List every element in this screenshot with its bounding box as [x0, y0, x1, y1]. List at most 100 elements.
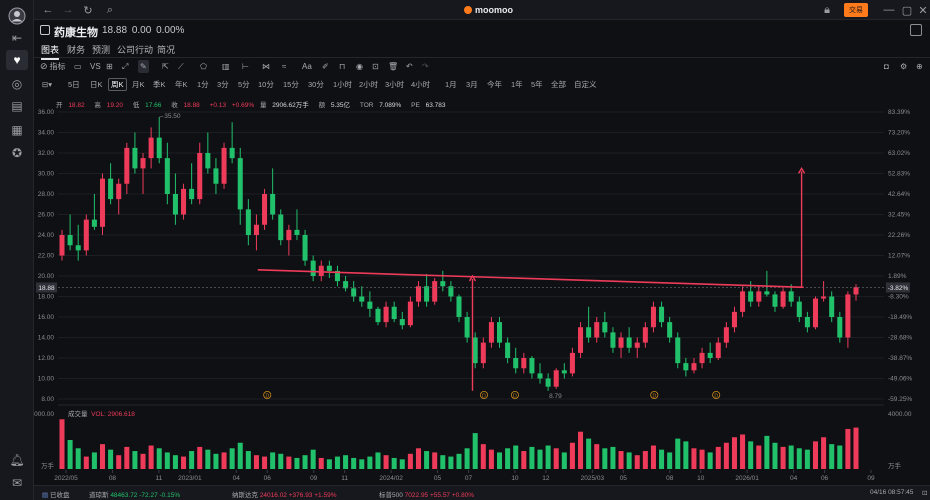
search-icon[interactable]: ⌕: [106, 3, 114, 16]
volume-bar: [253, 455, 259, 469]
wave-tool-icon[interactable]: ≈: [282, 62, 287, 71]
period-ytd[interactable]: 今年: [487, 80, 502, 89]
index-nasdaq[interactable]: 纳斯达克 24016.02 +376.93 +1.59%: [232, 492, 337, 499]
period-monthly[interactable]: 月K: [132, 80, 145, 89]
stock-change: 0.00: [131, 25, 152, 36]
period-quarterly[interactable]: 季K: [153, 80, 166, 89]
x-tick-label: 2026/01: [735, 475, 759, 482]
period-yearly[interactable]: 年K: [175, 80, 188, 89]
tab-profile[interactable]: 简况: [157, 45, 176, 55]
back-arrow-icon[interactable]: ←: [42, 4, 54, 16]
volume-bar: [310, 449, 316, 469]
notification-bell-icon[interactable]: 🔔︎: [9, 453, 25, 467]
measure-tool-icon[interactable]: ⊢: [242, 62, 249, 71]
period-2h[interactable]: 2小时: [359, 80, 379, 89]
shape-tool-icon[interactable]: ⬠: [200, 62, 207, 71]
period-10min[interactable]: 10分: [258, 80, 274, 89]
period-5min[interactable]: 5分: [238, 80, 250, 89]
maximize-icon[interactable]: ▢: [901, 4, 913, 17]
tab-chart[interactable]: 图表: [41, 45, 60, 60]
candlestick-chart[interactable]: 35.50 8.79 D D D D D 36.00 83.39% 34.00 73.20% 32.…: [34, 93, 930, 485]
watchlist-heart-icon[interactable]: ♥: [6, 50, 28, 70]
period-30min[interactable]: 30分: [308, 80, 324, 89]
tab-corporate-actions[interactable]: 公司行动: [117, 45, 154, 55]
candle-body: [521, 358, 527, 369]
collapse-sidebar-icon[interactable]: ⇤: [11, 31, 23, 45]
candle-body: [221, 147, 227, 184]
tab-forecast[interactable]: 预测: [92, 45, 111, 55]
redo-icon[interactable]: ↷: [422, 62, 429, 71]
text-tool-icon[interactable]: Aa: [302, 62, 312, 71]
period-15min[interactable]: 15分: [283, 80, 299, 89]
trendline-tool-icon[interactable]: ⟋: [178, 61, 184, 71]
x-tick-label: 04: [790, 475, 798, 482]
fib-tool-icon[interactable]: ▥: [222, 62, 230, 71]
delete-drawing-icon[interactable]: 🗑︎: [388, 62, 399, 71]
minimize-icon[interactable]: —: [883, 4, 895, 16]
more-icon[interactable]: ⊕: [916, 62, 923, 71]
period-all[interactable]: 全部: [551, 80, 566, 89]
period-layout-icon[interactable]: ⊟▾: [42, 80, 53, 89]
close-icon[interactable]: ✕: [918, 4, 928, 17]
message-mail-icon[interactable]: ✉: [11, 476, 23, 490]
undo-icon[interactable]: ↶: [406, 62, 413, 71]
side-panel-toggle-icon[interactable]: [910, 24, 922, 36]
chart-type-icon[interactable]: ▭: [74, 62, 82, 71]
candle-body: [764, 291, 770, 295]
fullscreen-icon[interactable]: ⤢: [122, 61, 129, 71]
compare-button[interactable]: VS: [90, 62, 101, 71]
pct-tick-label: -59.25%: [888, 396, 912, 403]
news-grid-icon[interactable]: ▦: [11, 123, 23, 137]
pattern-tool-icon[interactable]: ⋈: [262, 62, 270, 71]
period-1y[interactable]: 1年: [511, 80, 523, 89]
period-5y[interactable]: 5年: [531, 80, 543, 89]
magnet-icon[interactable]: ⊓: [339, 62, 346, 71]
period-1m-range[interactable]: 1月: [445, 80, 457, 89]
lock-icon[interactable]: 🔒︎: [824, 3, 830, 16]
cursor-icon[interactable]: ⇱: [162, 62, 169, 71]
ohlc-open: 开 18.82: [56, 102, 85, 109]
forward-arrow-icon[interactable]: →: [62, 4, 74, 16]
discover-compass-icon[interactable]: ✪: [11, 146, 23, 160]
volume-bar: [59, 419, 65, 469]
markets-planet-icon[interactable]: ◎: [11, 77, 23, 91]
volume-bar: [124, 446, 130, 469]
period-5d[interactable]: 5日: [68, 80, 80, 89]
volume-bar: [796, 448, 802, 469]
lock-drawing-icon[interactable]: ⊡: [372, 62, 379, 71]
x-tick-label: 09: [310, 475, 318, 482]
index-sp500[interactable]: 标普500 7022.95 +55.57 +0.80%: [379, 492, 475, 499]
indicator-button[interactable]: ⊘ 指标: [40, 60, 66, 73]
period-3m-range[interactable]: 3月: [466, 80, 478, 89]
index-dow[interactable]: 道琼斯 48463.72 -72.27 -0.15%: [89, 492, 181, 499]
period-1h[interactable]: 1小时: [333, 80, 353, 89]
trade-button[interactable]: 交易: [844, 3, 868, 17]
visibility-eye-icon[interactable]: ◉: [356, 62, 363, 71]
stock-name[interactable]: 药康生物: [54, 27, 98, 39]
tab-financials[interactable]: 财务: [67, 45, 86, 55]
period-3min[interactable]: 3分: [217, 80, 229, 89]
volume-bar: [270, 452, 276, 469]
period-weekly[interactable]: 周K: [108, 78, 127, 91]
settings-gear-icon[interactable]: ⚙: [900, 62, 908, 71]
grid-layout-icon[interactable]: ⊞: [106, 62, 113, 71]
measure-arrow-head: [468, 274, 477, 282]
period-3h[interactable]: 3小时: [385, 80, 405, 89]
drawing-pen-icon[interactable]: ✎: [138, 60, 149, 73]
brush-tool-icon[interactable]: ✐: [322, 62, 329, 71]
avatar[interactable]: [6, 6, 28, 26]
period-custom[interactable]: 自定义: [574, 80, 597, 89]
x-tick-label: 06: [264, 475, 272, 482]
candle-body: [569, 352, 575, 374]
period-4h[interactable]: 4小时: [411, 80, 431, 89]
candle-body: [99, 178, 106, 227]
period-daily[interactable]: 日K: [90, 80, 103, 89]
portfolio-folder-icon[interactable]: ▤: [11, 99, 23, 113]
camera-icon[interactable]: ◘: [884, 62, 889, 71]
layout-icon[interactable]: ⊡: [922, 490, 928, 497]
pct-tick-label: 22.26%: [888, 232, 910, 239]
volume-bar: [407, 453, 413, 469]
volume-bar: [829, 444, 835, 469]
period-1min[interactable]: 1分: [197, 80, 209, 89]
refresh-icon[interactable]: ↻: [83, 4, 93, 17]
